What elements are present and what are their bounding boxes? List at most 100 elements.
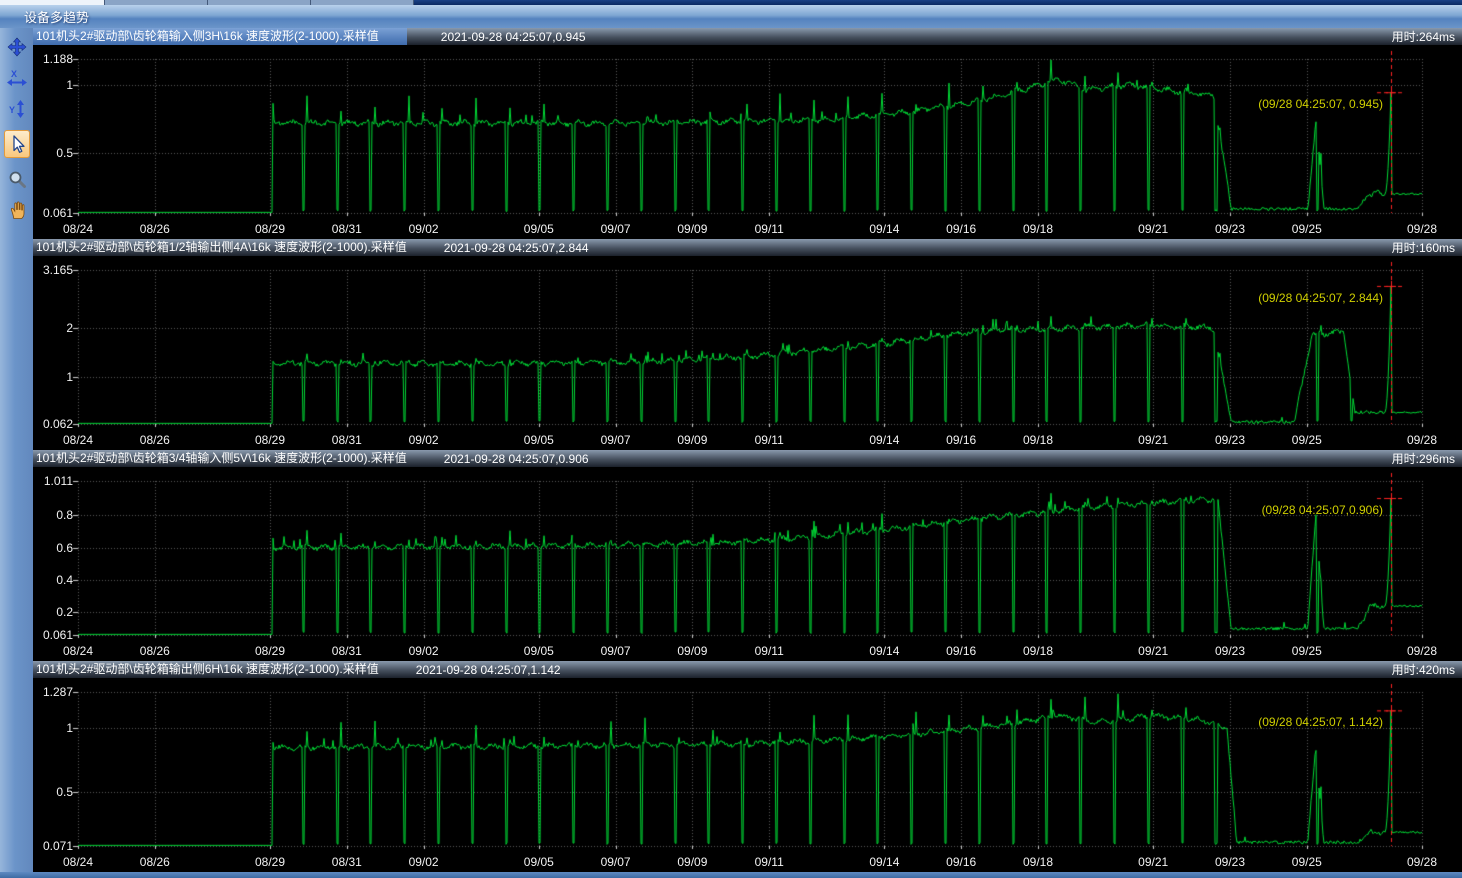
x-axis-tick-label: 08/29 xyxy=(255,644,285,658)
x-axis-tick-label: 09/21 xyxy=(1138,855,1168,869)
x-axis-tick-label: 08/29 xyxy=(255,855,285,869)
chart-area: 1.0110.80.60.40.20.061(09/28 04:25:07,0.… xyxy=(33,467,1462,643)
y-axis-tick-label: 1 xyxy=(33,78,73,92)
x-axis-tick-label: 09/02 xyxy=(409,222,439,236)
trend-chart-canvas[interactable] xyxy=(33,256,1462,432)
y-zoom-tool-button[interactable]: Y xyxy=(4,97,30,121)
x-axis-tick-label: 09/16 xyxy=(946,222,976,236)
x-axis-labels-row: 08/2408/2608/2908/3109/0209/0509/0709/09… xyxy=(33,432,1462,450)
pan-tool-button[interactable] xyxy=(4,35,30,59)
x-axis-tick-label: 09/18 xyxy=(1023,222,1053,236)
x-axis-tick-label: 09/05 xyxy=(524,433,554,447)
trend-chart-canvas[interactable] xyxy=(33,45,1462,221)
sample-timestamp-value: 2021-09-28 04:25:07,0.906 xyxy=(444,452,589,466)
magnifier-icon xyxy=(7,169,27,189)
chart-area: 1.28710.50.071(09/28 04:25:07, 1.142) xyxy=(33,678,1462,854)
x-axis-tick-label: 08/29 xyxy=(255,433,285,447)
chart-area: 3.165210.062(09/28 04:25:07, 2.844) xyxy=(33,256,1462,432)
x-axis-tick-label: 09/14 xyxy=(869,855,899,869)
x-axis-tick-label: 08/29 xyxy=(255,222,285,236)
x-axis-tick-label: 09/02 xyxy=(409,855,439,869)
panel-header[interactable]: 101机头2#驱动部\齿轮箱3/4轴输入侧5V\16k 速度波形(2-1000)… xyxy=(33,450,1462,467)
y-axis-tick-label: 0.2 xyxy=(33,605,73,619)
x-axis-tick-label: 09/23 xyxy=(1215,222,1245,236)
y-axis-tick-label: 0.5 xyxy=(33,785,73,799)
channel-title: 101机头2#驱动部\齿轮箱3/4轴输入侧5V\16k 速度波形(2-1000)… xyxy=(33,450,410,467)
tool-sidebar: X Y xyxy=(0,28,33,872)
x-axis-tick-label: 08/26 xyxy=(140,855,170,869)
cursor-annotation: (09/28 04:25:07, 0.945) xyxy=(1258,97,1383,111)
x-axis-tick-label: 09/23 xyxy=(1215,644,1245,658)
y-axis-tick-label: 0.5 xyxy=(33,146,73,160)
svg-text:Y: Y xyxy=(9,105,15,115)
channel-title: 101机头2#驱动部\齿轮箱输出侧6H\16k 速度波形(2-1000).采样值 xyxy=(33,661,382,678)
y-axis-tick-label: 0.061 xyxy=(33,206,73,220)
panel-header[interactable]: 101机头2#驱动部\齿轮箱输出侧6H\16k 速度波形(2-1000).采样值… xyxy=(33,661,1462,678)
x-axis-tick-label: 09/28 xyxy=(1407,222,1437,236)
x-axis-tick-label: 09/05 xyxy=(524,855,554,869)
x-axis-tick-label: 08/31 xyxy=(332,433,362,447)
hand-icon xyxy=(7,200,27,220)
y-axis-tick-label: 0.061 xyxy=(33,628,73,642)
x-axis-tick-label: 09/14 xyxy=(869,644,899,658)
x-axis-tick-label: 08/31 xyxy=(332,855,362,869)
x-zoom-tool-button[interactable]: X xyxy=(4,66,30,90)
trend-chart-canvas[interactable] xyxy=(33,678,1462,854)
trend-panel: 101机头2#驱动部\齿轮箱输出侧6H\16k 速度波形(2-1000).采样值… xyxy=(33,661,1462,872)
x-axis-tick-label: 09/25 xyxy=(1292,433,1322,447)
chart-area: 1.18810.50.061(09/28 04:25:07, 0.945) xyxy=(33,45,1462,221)
magnifier-zoom-tool-button[interactable] xyxy=(4,167,30,191)
x-axis-tick-label: 09/23 xyxy=(1215,433,1245,447)
x-axis-tick-label: 09/09 xyxy=(677,433,707,447)
channel-title: 101机头2#驱动部\齿轮箱1/2轴输出侧4A\16k 速度波形(2-1000)… xyxy=(33,239,410,256)
cursor-annotation: (09/28 04:25:07,0.906) xyxy=(1262,503,1383,517)
x-axis-labels-row: 08/2408/2608/2908/3109/0209/0509/0709/09… xyxy=(33,854,1462,872)
panel-header[interactable]: 101机头2#驱动部\齿轮箱输入侧3H\16k 速度波形(2-1000).采样值… xyxy=(33,28,1462,45)
y-axis-tick-label: 2 xyxy=(33,321,73,335)
x-axis-tick-label: 08/26 xyxy=(140,433,170,447)
x-axis-tick-label: 09/28 xyxy=(1407,855,1437,869)
window-title: 设备多趋势 xyxy=(24,7,89,26)
x-axis-tick-label: 09/21 xyxy=(1138,433,1168,447)
y-axis-tick-label: 0.4 xyxy=(33,573,73,587)
cursor-annotation: (09/28 04:25:07, 1.142) xyxy=(1258,715,1383,729)
x-axis-tick-label: 09/21 xyxy=(1138,222,1168,236)
x-axis-tick-label: 09/14 xyxy=(869,433,899,447)
elapsed-time: 用时:160ms xyxy=(1392,239,1462,256)
sample-timestamp-value: 2021-09-28 04:25:07,2.844 xyxy=(444,241,589,255)
x-axis-tick-label: 09/07 xyxy=(601,433,631,447)
trend-chart-canvas[interactable] xyxy=(33,467,1462,643)
x-axis-tick-label: 09/16 xyxy=(946,644,976,658)
trend-panels-container: 101机头2#驱动部\齿轮箱输入侧3H\16k 速度波形(2-1000).采样值… xyxy=(33,28,1462,872)
cursor-arrow-icon xyxy=(7,134,27,154)
x-axis-tick-label: 08/26 xyxy=(140,644,170,658)
x-axis-tick-label: 09/09 xyxy=(677,222,707,236)
x-axis-tick-label: 09/28 xyxy=(1407,644,1437,658)
x-axis-tick-label: 09/16 xyxy=(946,855,976,869)
x-axis-tick-label: 09/07 xyxy=(601,855,631,869)
x-axis-tick-label: 09/18 xyxy=(1023,433,1053,447)
cursor-annotation: (09/28 04:25:07, 2.844) xyxy=(1258,291,1383,305)
x-axis-tick-label: 09/09 xyxy=(677,855,707,869)
x-axis-tick-label: 08/26 xyxy=(140,222,170,236)
x-axis-tick-label: 09/14 xyxy=(869,222,899,236)
x-axis-tick-label: 09/11 xyxy=(755,855,784,869)
cursor-select-tool-button[interactable] xyxy=(4,130,30,158)
x-axis-tick-label: 09/21 xyxy=(1138,644,1168,658)
x-axis-tick-label: 09/07 xyxy=(601,644,631,658)
y-axis-tick-label: 1 xyxy=(33,721,73,735)
sample-timestamp-value: 2021-09-28 04:25:07,0.945 xyxy=(441,30,586,44)
x-axis-tick-label: 09/02 xyxy=(409,644,439,658)
x-axis-tick-label: 09/25 xyxy=(1292,855,1322,869)
x-axis-tick-label: 09/16 xyxy=(946,433,976,447)
x-axis-tick-label: 09/25 xyxy=(1292,644,1322,658)
x-axis-tick-label: 09/11 xyxy=(755,222,784,236)
device-multi-trend-window: 设备多趋势 X Y xyxy=(0,0,1462,878)
x-axis-tick-label: 09/18 xyxy=(1023,855,1053,869)
elapsed-time: 用时:264ms xyxy=(1392,28,1462,45)
hand-drag-tool-button[interactable] xyxy=(4,198,30,222)
elapsed-time: 用时:420ms xyxy=(1392,661,1462,678)
x-axis-zoom-icon: X xyxy=(7,68,27,88)
panel-header[interactable]: 101机头2#驱动部\齿轮箱1/2轴输出侧4A\16k 速度波形(2-1000)… xyxy=(33,239,1462,256)
x-axis-tick-label: 08/24 xyxy=(63,644,93,658)
